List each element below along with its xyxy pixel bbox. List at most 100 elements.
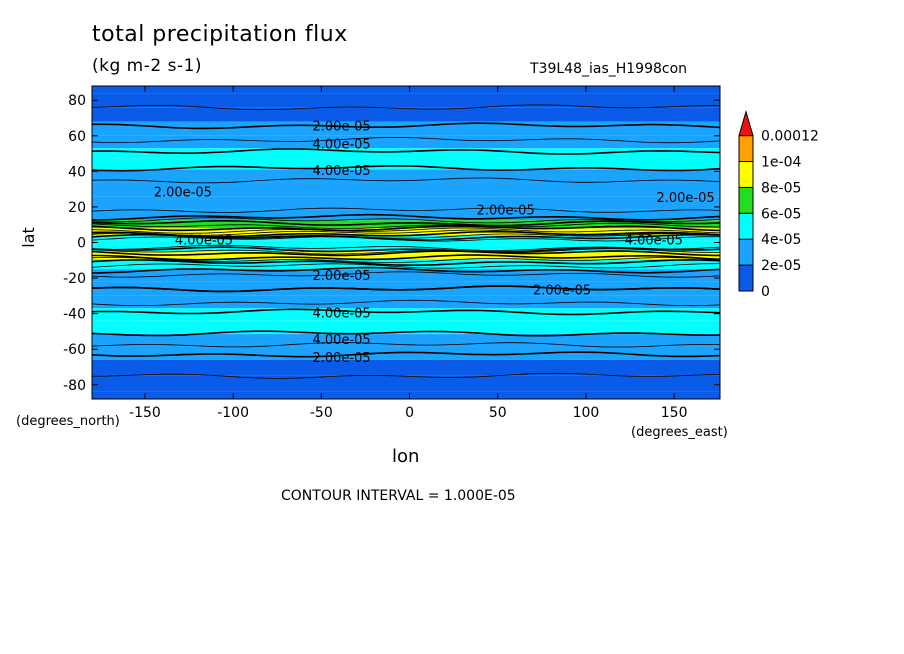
contour-line-16-7	[91, 257, 721, 264]
band-12	[92, 228, 720, 236]
contour-interval-note: CONTOUR INTERVAL = 1.000E-05	[281, 488, 516, 504]
contour-label-11: 4.00e-05	[313, 333, 371, 348]
contour-label-10: 4.00e-05	[313, 306, 371, 321]
contour-label-8: 2.00e-05	[313, 269, 371, 284]
colorbar-arrow	[738, 109, 754, 137]
contour-line-11-8	[91, 225, 721, 232]
x-tick-label-2: -50	[310, 405, 333, 421]
band-24	[92, 346, 720, 360]
band-11	[92, 220, 720, 229]
contour-line-22-4	[91, 330, 721, 337]
colorbar-segment-5	[738, 135, 754, 163]
band-9	[92, 196, 720, 210]
band-19	[92, 281, 720, 296]
contour-line-25-1	[92, 372, 721, 379]
band-18	[92, 269, 720, 282]
contour-line-9-3	[91, 207, 721, 213]
band-21	[92, 308, 720, 321]
x-tick-label-3: 0	[405, 405, 414, 421]
contour-label-6: 4.00e-05	[175, 234, 233, 249]
contour-line-10-4	[91, 213, 721, 221]
contour-line-15-7	[91, 248, 720, 255]
contour-line-10-6	[91, 220, 721, 227]
band-5	[92, 148, 720, 159]
x-tick-label-0: -150	[129, 405, 161, 421]
x-axis-units: (degrees_east)	[631, 425, 728, 440]
colorbar-label-5: 1e-04	[761, 155, 801, 171]
contour-label-3: 2.00e-05	[154, 185, 212, 200]
band-17	[92, 259, 720, 270]
contour-line-11-7	[91, 222, 721, 229]
contour-line-6-4	[91, 165, 721, 172]
colorbar-label-2: 4e-05	[761, 232, 801, 248]
band-0	[92, 86, 720, 94]
contour-line-20-3	[91, 299, 721, 307]
contour-line-7-3	[91, 177, 721, 184]
band-25	[92, 359, 720, 376]
colorbar-segment-4	[738, 161, 754, 188]
contour-label-5: 2.00e-05	[656, 191, 714, 206]
band-14	[92, 240, 720, 246]
contour-line-12-8	[91, 230, 721, 238]
contour-line-12-9	[91, 229, 721, 236]
contour-line-3-3	[91, 136, 721, 144]
band-2	[92, 107, 720, 122]
contour-line-24-2	[91, 351, 721, 358]
colorbar-label-0: 0	[761, 284, 770, 300]
contour-label-9: 2.00e-05	[533, 283, 591, 298]
band-16	[92, 251, 720, 260]
contour-line-11-9	[91, 227, 721, 234]
contour-label-1: 4.00e-05	[313, 137, 371, 152]
band-10	[92, 209, 720, 221]
chart-units: (kg m-2 s-1)	[92, 56, 203, 76]
band-7	[92, 169, 720, 183]
band-6	[92, 158, 720, 170]
band-23	[92, 334, 720, 347]
x-tick-label-4: 50	[489, 405, 507, 421]
y-tick-label-3: 20	[68, 200, 86, 216]
contour-line-15-8	[91, 250, 720, 257]
y-tick-label-4: 0	[77, 236, 86, 252]
colorbar-segment-2	[738, 212, 754, 240]
band-8	[92, 182, 720, 197]
chart-title: total precipitation flux	[92, 22, 348, 47]
contour-line-20-4	[91, 308, 721, 316]
y-tick-label-7: -60	[63, 342, 86, 358]
colorbar-segment-0	[738, 264, 754, 292]
contour-line-19-2	[91, 285, 721, 293]
x-tick-label-1: -100	[217, 405, 249, 421]
y-tick-label-8: -80	[63, 378, 86, 394]
colorbar-label-1: 2e-05	[761, 258, 801, 274]
y-tick-label-2: 40	[68, 164, 86, 180]
experiment-label: T39L48_ias_H1998con	[530, 61, 688, 77]
contour-line-2-2	[91, 122, 721, 130]
colorbar-label-4: 8e-05	[761, 180, 801, 196]
contour-label-4: 2.00e-05	[477, 203, 535, 218]
contour-line-16-8	[92, 254, 721, 261]
contour-line-17-5	[91, 263, 721, 269]
y-tick-label-0: 80	[68, 93, 86, 109]
y-tick-label-1: 60	[68, 129, 86, 145]
band-15	[92, 245, 720, 252]
contour-label-7: 4.00e-05	[625, 234, 683, 249]
y-axis-units: (degrees_north)	[16, 414, 120, 429]
colorbar-label-3: 6e-05	[761, 206, 801, 222]
y-tick-label-5: -20	[63, 271, 86, 287]
contour-line-1-1	[91, 104, 721, 111]
band-26	[92, 375, 720, 392]
colorbar-segment-1	[738, 238, 754, 266]
contour-line-15-6	[91, 246, 721, 253]
y-tick-label-6: -40	[63, 307, 86, 323]
contour-line-23-3	[91, 342, 721, 348]
contour-line-17-4	[92, 266, 721, 274]
contour-line-16-6	[91, 259, 721, 266]
band-1	[92, 93, 720, 108]
contour-label-0: 2.00e-05	[313, 120, 371, 135]
colorbar-segment-3	[738, 186, 754, 214]
x-axis-label: lon	[392, 446, 420, 467]
contour-line-10-5	[91, 217, 721, 224]
band-20	[92, 295, 720, 309]
contour-label-2: 4.00e-05	[313, 164, 371, 179]
band-3	[92, 121, 720, 136]
